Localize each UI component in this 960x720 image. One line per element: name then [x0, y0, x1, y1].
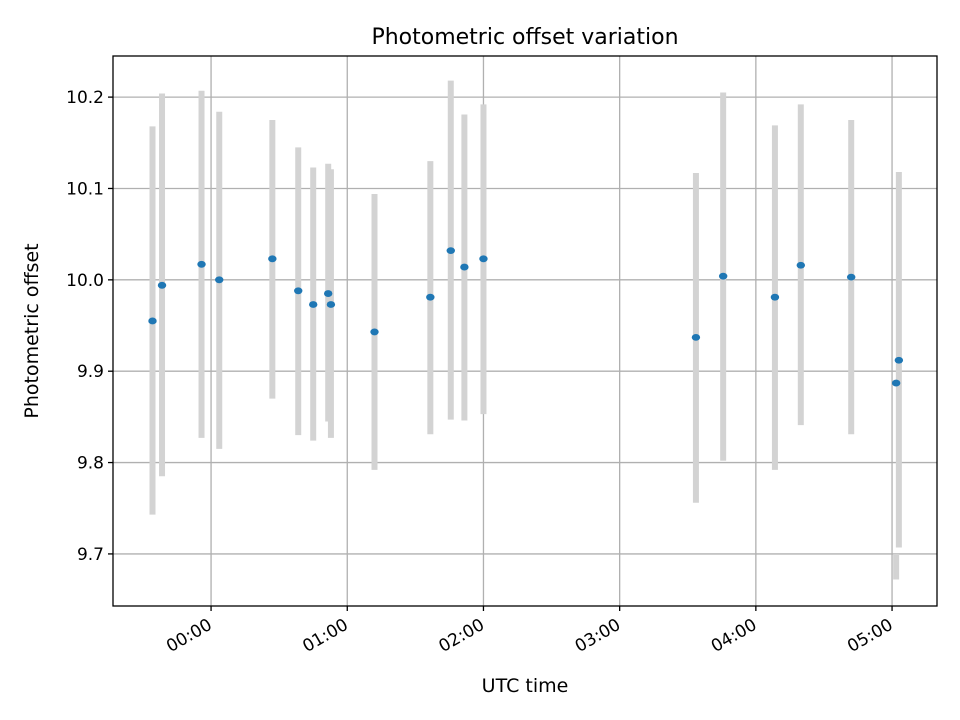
y-tick-label: 10.1 — [66, 179, 104, 199]
y-tick-label: 10.2 — [66, 88, 104, 108]
data-point — [846, 273, 856, 281]
data-point — [446, 247, 455, 255]
y-tick-label: 10.0 — [66, 271, 104, 291]
data-point — [891, 379, 901, 387]
data-point — [323, 290, 333, 297]
point-layer — [148, 247, 904, 387]
y-tick-label: 9.8 — [77, 454, 104, 474]
data-point — [309, 301, 318, 308]
data-point — [294, 287, 303, 295]
data-point — [215, 276, 224, 284]
data-point — [796, 261, 806, 269]
data-point — [148, 317, 157, 325]
y-axis-label: Photometric offset — [21, 243, 43, 418]
data-point — [197, 260, 206, 268]
data-point — [894, 356, 904, 364]
y-tick-label: 9.7 — [77, 545, 104, 565]
data-point — [326, 301, 336, 308]
data-point — [426, 293, 435, 301]
data-point — [691, 333, 701, 341]
x-axis-label: UTC time — [482, 675, 569, 697]
data-point — [770, 293, 780, 301]
data-point — [268, 255, 277, 263]
grid-layer — [113, 56, 937, 606]
y-tick-label: 9.9 — [77, 362, 104, 382]
data-point — [157, 281, 167, 289]
data-point — [479, 255, 488, 263]
data-point — [370, 328, 379, 336]
data-point — [460, 263, 469, 271]
data-point — [718, 272, 728, 280]
plot-frame — [112, 55, 938, 607]
chart-title: Photometric offset variation — [371, 25, 678, 50]
